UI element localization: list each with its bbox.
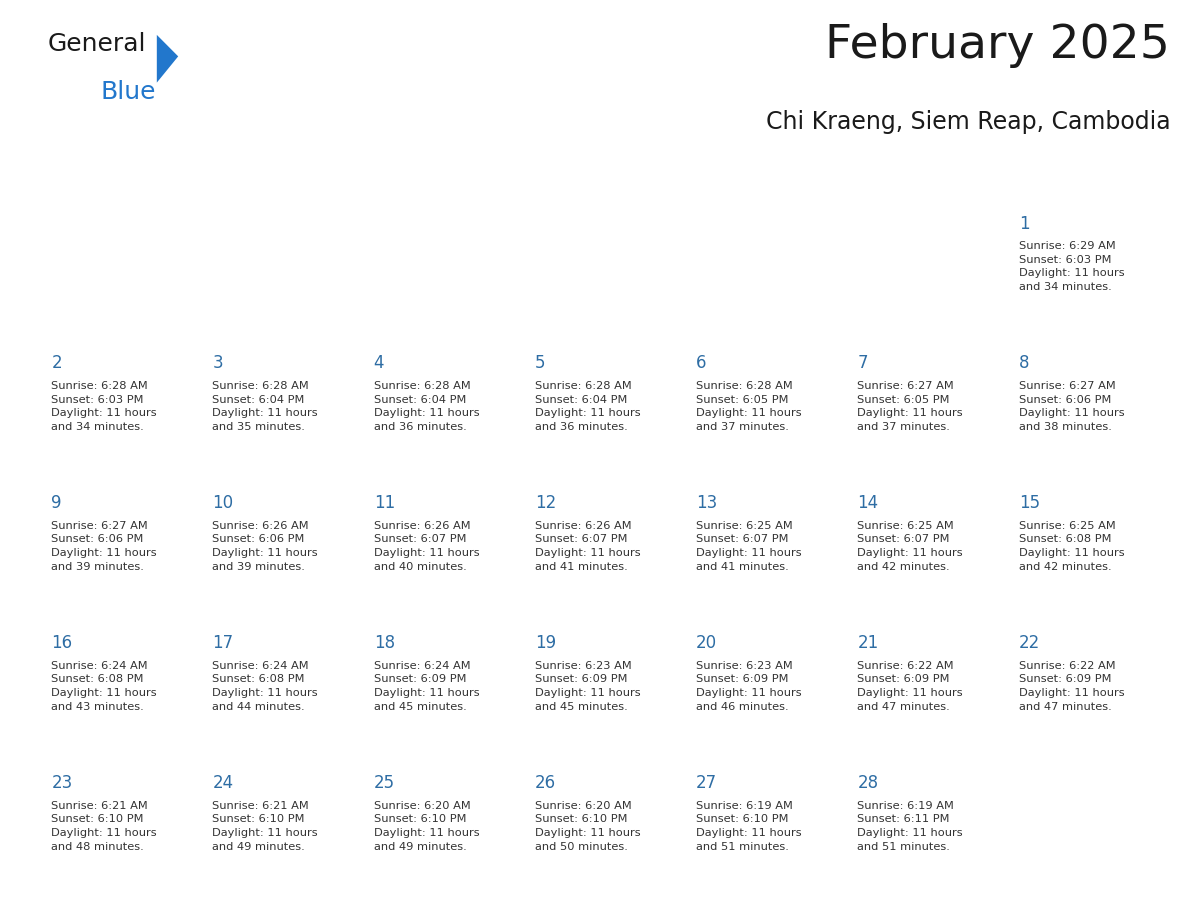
Text: Sunrise: 6:25 AM
Sunset: 6:08 PM
Daylight: 11 hours
and 42 minutes.: Sunrise: 6:25 AM Sunset: 6:08 PM Dayligh… (1018, 521, 1124, 572)
Text: Sunrise: 6:26 AM
Sunset: 6:07 PM
Daylight: 11 hours
and 41 minutes.: Sunrise: 6:26 AM Sunset: 6:07 PM Dayligh… (535, 521, 640, 572)
Text: 6: 6 (696, 354, 707, 373)
Text: 21: 21 (858, 634, 879, 652)
Text: 10: 10 (213, 494, 234, 512)
Text: Thursday: Thursday (696, 169, 773, 187)
Text: 7: 7 (858, 354, 868, 373)
Text: 18: 18 (374, 634, 394, 652)
Text: Sunrise: 6:25 AM
Sunset: 6:07 PM
Daylight: 11 hours
and 41 minutes.: Sunrise: 6:25 AM Sunset: 6:07 PM Dayligh… (696, 521, 802, 572)
Text: Sunrise: 6:29 AM
Sunset: 6:03 PM
Daylight: 11 hours
and 34 minutes.: Sunrise: 6:29 AM Sunset: 6:03 PM Dayligh… (1018, 241, 1124, 292)
Text: 17: 17 (213, 634, 234, 652)
Text: Sunrise: 6:22 AM
Sunset: 6:09 PM
Daylight: 11 hours
and 47 minutes.: Sunrise: 6:22 AM Sunset: 6:09 PM Dayligh… (1018, 661, 1124, 711)
Text: Saturday: Saturday (1018, 169, 1093, 187)
Text: Tuesday: Tuesday (374, 169, 442, 187)
Text: Sunrise: 6:26 AM
Sunset: 6:07 PM
Daylight: 11 hours
and 40 minutes.: Sunrise: 6:26 AM Sunset: 6:07 PM Dayligh… (374, 521, 479, 572)
Text: 2: 2 (51, 354, 62, 373)
Text: 13: 13 (696, 494, 718, 512)
Text: February 2025: February 2025 (826, 23, 1170, 68)
Text: Sunrise: 6:21 AM
Sunset: 6:10 PM
Daylight: 11 hours
and 49 minutes.: Sunrise: 6:21 AM Sunset: 6:10 PM Dayligh… (213, 800, 318, 852)
Text: Sunrise: 6:21 AM
Sunset: 6:10 PM
Daylight: 11 hours
and 48 minutes.: Sunrise: 6:21 AM Sunset: 6:10 PM Dayligh… (51, 800, 157, 852)
Text: Sunrise: 6:27 AM
Sunset: 6:06 PM
Daylight: 11 hours
and 38 minutes.: Sunrise: 6:27 AM Sunset: 6:06 PM Dayligh… (1018, 381, 1124, 431)
Text: Sunrise: 6:28 AM
Sunset: 6:03 PM
Daylight: 11 hours
and 34 minutes.: Sunrise: 6:28 AM Sunset: 6:03 PM Dayligh… (51, 381, 157, 431)
Text: 22: 22 (1018, 634, 1040, 652)
Text: 14: 14 (858, 494, 878, 512)
Text: Sunrise: 6:24 AM
Sunset: 6:08 PM
Daylight: 11 hours
and 44 minutes.: Sunrise: 6:24 AM Sunset: 6:08 PM Dayligh… (213, 661, 318, 711)
Text: Sunrise: 6:28 AM
Sunset: 6:04 PM
Daylight: 11 hours
and 35 minutes.: Sunrise: 6:28 AM Sunset: 6:04 PM Dayligh… (213, 381, 318, 431)
Text: Sunrise: 6:20 AM
Sunset: 6:10 PM
Daylight: 11 hours
and 50 minutes.: Sunrise: 6:20 AM Sunset: 6:10 PM Dayligh… (535, 800, 640, 852)
Text: Sunrise: 6:28 AM
Sunset: 6:04 PM
Daylight: 11 hours
and 36 minutes.: Sunrise: 6:28 AM Sunset: 6:04 PM Dayligh… (374, 381, 479, 431)
Text: Sunrise: 6:28 AM
Sunset: 6:04 PM
Daylight: 11 hours
and 36 minutes.: Sunrise: 6:28 AM Sunset: 6:04 PM Dayligh… (535, 381, 640, 431)
Text: Chi Kraeng, Siem Reap, Cambodia: Chi Kraeng, Siem Reap, Cambodia (765, 110, 1170, 134)
Text: 16: 16 (51, 634, 72, 652)
Text: Sunrise: 6:26 AM
Sunset: 6:06 PM
Daylight: 11 hours
and 39 minutes.: Sunrise: 6:26 AM Sunset: 6:06 PM Dayligh… (213, 521, 318, 572)
Text: 4: 4 (374, 354, 384, 373)
Text: Sunday: Sunday (51, 169, 113, 187)
Text: 9: 9 (51, 494, 62, 512)
Text: Sunrise: 6:27 AM
Sunset: 6:06 PM
Daylight: 11 hours
and 39 minutes.: Sunrise: 6:27 AM Sunset: 6:06 PM Dayligh… (51, 521, 157, 572)
Text: 26: 26 (535, 774, 556, 792)
Text: 12: 12 (535, 494, 556, 512)
Text: Sunrise: 6:25 AM
Sunset: 6:07 PM
Daylight: 11 hours
and 42 minutes.: Sunrise: 6:25 AM Sunset: 6:07 PM Dayligh… (858, 521, 963, 572)
Text: Sunrise: 6:24 AM
Sunset: 6:09 PM
Daylight: 11 hours
and 45 minutes.: Sunrise: 6:24 AM Sunset: 6:09 PM Dayligh… (374, 661, 479, 711)
Text: Sunrise: 6:20 AM
Sunset: 6:10 PM
Daylight: 11 hours
and 49 minutes.: Sunrise: 6:20 AM Sunset: 6:10 PM Dayligh… (374, 800, 479, 852)
Text: Sunrise: 6:22 AM
Sunset: 6:09 PM
Daylight: 11 hours
and 47 minutes.: Sunrise: 6:22 AM Sunset: 6:09 PM Dayligh… (858, 661, 963, 711)
Text: 20: 20 (696, 634, 718, 652)
Text: 1: 1 (1018, 215, 1029, 232)
Text: Monday: Monday (213, 169, 278, 187)
Text: Sunrise: 6:23 AM
Sunset: 6:09 PM
Daylight: 11 hours
and 45 minutes.: Sunrise: 6:23 AM Sunset: 6:09 PM Dayligh… (535, 661, 640, 711)
Text: General: General (48, 32, 146, 56)
Text: Sunrise: 6:27 AM
Sunset: 6:05 PM
Daylight: 11 hours
and 37 minutes.: Sunrise: 6:27 AM Sunset: 6:05 PM Dayligh… (858, 381, 963, 431)
Text: 27: 27 (696, 774, 718, 792)
Text: Sunrise: 6:28 AM
Sunset: 6:05 PM
Daylight: 11 hours
and 37 minutes.: Sunrise: 6:28 AM Sunset: 6:05 PM Dayligh… (696, 381, 802, 431)
Text: 23: 23 (51, 774, 72, 792)
Text: 11: 11 (374, 494, 394, 512)
Text: 24: 24 (213, 774, 234, 792)
Text: Sunrise: 6:24 AM
Sunset: 6:08 PM
Daylight: 11 hours
and 43 minutes.: Sunrise: 6:24 AM Sunset: 6:08 PM Dayligh… (51, 661, 157, 711)
Text: 5: 5 (535, 354, 545, 373)
Text: 15: 15 (1018, 494, 1040, 512)
Text: Sunrise: 6:23 AM
Sunset: 6:09 PM
Daylight: 11 hours
and 46 minutes.: Sunrise: 6:23 AM Sunset: 6:09 PM Dayligh… (696, 661, 802, 711)
Text: 8: 8 (1018, 354, 1029, 373)
Text: Wednesday: Wednesday (535, 169, 631, 187)
Text: Blue: Blue (101, 80, 157, 104)
Text: 28: 28 (858, 774, 878, 792)
Text: 19: 19 (535, 634, 556, 652)
Text: Sunrise: 6:19 AM
Sunset: 6:10 PM
Daylight: 11 hours
and 51 minutes.: Sunrise: 6:19 AM Sunset: 6:10 PM Dayligh… (696, 800, 802, 852)
Text: 3: 3 (213, 354, 223, 373)
Text: Sunrise: 6:19 AM
Sunset: 6:11 PM
Daylight: 11 hours
and 51 minutes.: Sunrise: 6:19 AM Sunset: 6:11 PM Dayligh… (858, 800, 963, 852)
Text: 25: 25 (374, 774, 394, 792)
Text: Friday: Friday (858, 169, 908, 187)
